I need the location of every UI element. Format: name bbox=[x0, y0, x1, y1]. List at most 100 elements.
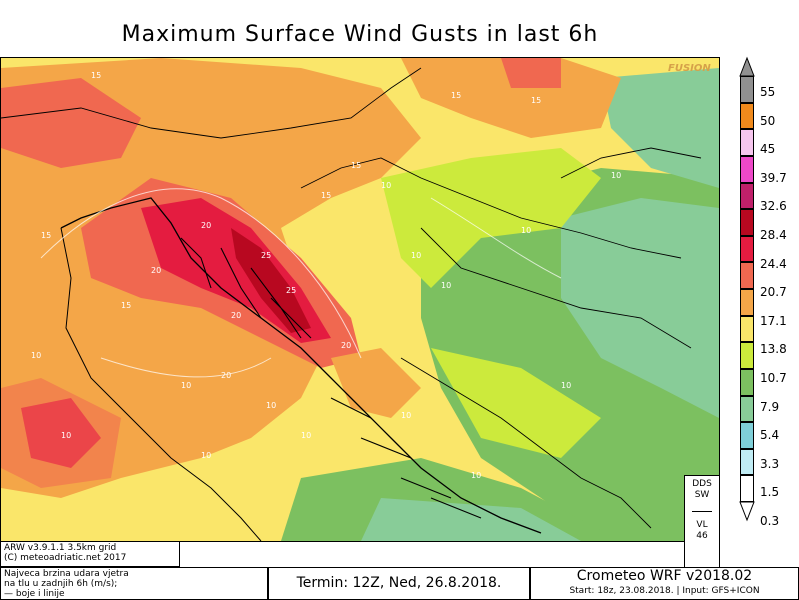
legend-arrow-top bbox=[740, 58, 754, 76]
contour-label: 10 bbox=[441, 281, 451, 290]
contour-label: 10 bbox=[401, 411, 411, 420]
dds-line2: SW bbox=[694, 490, 710, 500]
dds-line4: 46 bbox=[696, 531, 708, 541]
legend-swatch bbox=[740, 448, 754, 476]
dds-line1: DDS bbox=[692, 479, 712, 489]
contour-label: 20 bbox=[231, 311, 241, 320]
legend-label: 1.5 bbox=[760, 485, 780, 500]
contour-label: 20 bbox=[201, 221, 211, 230]
contour-label: 15 bbox=[531, 96, 541, 105]
field-salmon-north bbox=[501, 58, 561, 88]
legend-swatch bbox=[740, 155, 754, 183]
contour-label: 10 bbox=[521, 226, 531, 235]
contour-label: 10 bbox=[561, 381, 571, 390]
coastline-italy bbox=[60, 227, 262, 541]
model-info-line1: ARW v3.9.1.1 3.5km grid bbox=[4, 543, 117, 553]
description-line1: Najveca brzina udara vjetra bbox=[4, 569, 129, 579]
contour-label: 10 bbox=[181, 381, 191, 390]
contour-label: 10 bbox=[301, 431, 311, 440]
contour-label: 25 bbox=[286, 286, 296, 295]
legend-swatch bbox=[740, 235, 754, 263]
contour-label: 10 bbox=[266, 401, 276, 410]
model-info-line2: (C) meteoadriatic.net 2017 bbox=[4, 553, 127, 563]
wind-gust-map: 15 15 15 20 20 20 25 25 20 15 10 10 10 1… bbox=[0, 57, 720, 542]
field-salmon-northwest bbox=[1, 78, 141, 168]
description-line3: — boje i linije bbox=[4, 589, 65, 599]
legend-label: 0.3 bbox=[760, 514, 780, 528]
legend-label: 13.8 bbox=[760, 342, 787, 357]
contour-line bbox=[100, 357, 272, 378]
islands-kvarner bbox=[180, 237, 312, 339]
model-info-box: ARW v3.9.1.1 3.5km grid (C) meteoadriati… bbox=[0, 541, 180, 567]
legend-label: 24.4 bbox=[760, 256, 787, 271]
contour-label: 10 bbox=[411, 251, 421, 260]
legend-label: 10.7 bbox=[760, 371, 787, 385]
legend-arrow-bottom bbox=[740, 502, 754, 520]
fusion-watermark: FUSION bbox=[668, 63, 711, 74]
legend-label: 55 bbox=[760, 85, 776, 99]
legend-swatch bbox=[740, 368, 754, 396]
contour-label: 20 bbox=[341, 341, 351, 350]
crometeo-subtitle: Start: 18z, 23.08.2018. | Input: GFS+ICO… bbox=[569, 586, 760, 596]
termin-text: Termin: 12Z, Ned, 26.8.2018. bbox=[296, 575, 502, 591]
legend-label: 7.9 bbox=[760, 399, 780, 414]
contour-label: 15 bbox=[351, 161, 361, 170]
map-title: Maximum Surface Wind Gusts in last 6h bbox=[121, 22, 599, 47]
contour-line bbox=[430, 197, 562, 279]
contour-label: 15 bbox=[321, 191, 331, 200]
border-bosnia-south bbox=[400, 357, 652, 529]
legend-label: 32.6 bbox=[760, 199, 787, 214]
legend-swatch bbox=[740, 395, 754, 423]
legend-swatch bbox=[740, 475, 754, 502]
contour-label: 10 bbox=[381, 181, 391, 190]
legend-swatch bbox=[740, 129, 754, 156]
legend-label: 17.1 bbox=[760, 313, 787, 328]
legend-label: 3.3 bbox=[760, 456, 780, 471]
islands-dalmatia bbox=[330, 397, 482, 519]
field-darkred-core bbox=[231, 228, 311, 333]
contour-labels: 15 15 15 20 20 20 25 25 20 15 10 10 10 1… bbox=[31, 71, 621, 480]
contour-label: 15 bbox=[121, 301, 131, 310]
legend-swatch bbox=[740, 76, 754, 103]
description-box: Najveca brzina udara vjetra na tlu u zad… bbox=[0, 567, 268, 600]
legend-label: 5.4 bbox=[760, 428, 780, 443]
legend-label: 28.4 bbox=[760, 228, 787, 242]
dds-line3: VL bbox=[696, 520, 708, 530]
contour-line bbox=[40, 188, 362, 359]
contour-label: 10 bbox=[471, 471, 481, 480]
contour-label: 10 bbox=[201, 451, 211, 460]
contour-label: 10 bbox=[31, 351, 41, 360]
legend-swatch bbox=[740, 315, 754, 343]
dds-divider bbox=[692, 511, 712, 512]
field-yellowgreen bbox=[381, 148, 601, 288]
border-croatia-north bbox=[300, 157, 682, 259]
border-north bbox=[1, 67, 422, 139]
border-east bbox=[560, 147, 702, 179]
legend-label: 50 bbox=[760, 113, 776, 128]
crometeo-title: Crometeo WRF v2018.02 bbox=[576, 568, 753, 584]
contour-label: 10 bbox=[61, 431, 71, 440]
field-yellowgreen-2 bbox=[431, 348, 601, 458]
field-orange-north bbox=[401, 58, 621, 138]
contour-label: 25 bbox=[261, 251, 271, 260]
description-line2: na tlu u zadnjih 6h (m/s); bbox=[4, 579, 118, 589]
legend-label: 20.7 bbox=[760, 285, 787, 300]
termin-box: Termin: 12Z, Ned, 26.8.2018. bbox=[268, 567, 530, 600]
contour-label: 20 bbox=[221, 371, 231, 380]
contour-label: 20 bbox=[151, 266, 161, 275]
legend-swatch bbox=[740, 422, 754, 449]
legend-swatch bbox=[740, 342, 754, 369]
coastline-istria-dalmatia bbox=[60, 197, 542, 534]
legend-swatch bbox=[740, 262, 754, 289]
field-salmon-southwest bbox=[1, 378, 121, 488]
field-lightgreen-east bbox=[561, 198, 719, 418]
border-bosnia bbox=[420, 227, 692, 349]
contour-label: 15 bbox=[41, 231, 51, 240]
legend-label: 45 bbox=[760, 142, 776, 157]
crometeo-box: Crometeo WRF v2018.02 Start: 18z, 23.08.… bbox=[530, 567, 799, 600]
legend-swatch bbox=[740, 182, 754, 210]
contour-label: 10 bbox=[611, 171, 621, 180]
dds-box: DDS SW VL 46 bbox=[684, 475, 720, 570]
contour-label: 15 bbox=[451, 91, 461, 100]
legend-label: 39.7 bbox=[760, 170, 787, 185]
